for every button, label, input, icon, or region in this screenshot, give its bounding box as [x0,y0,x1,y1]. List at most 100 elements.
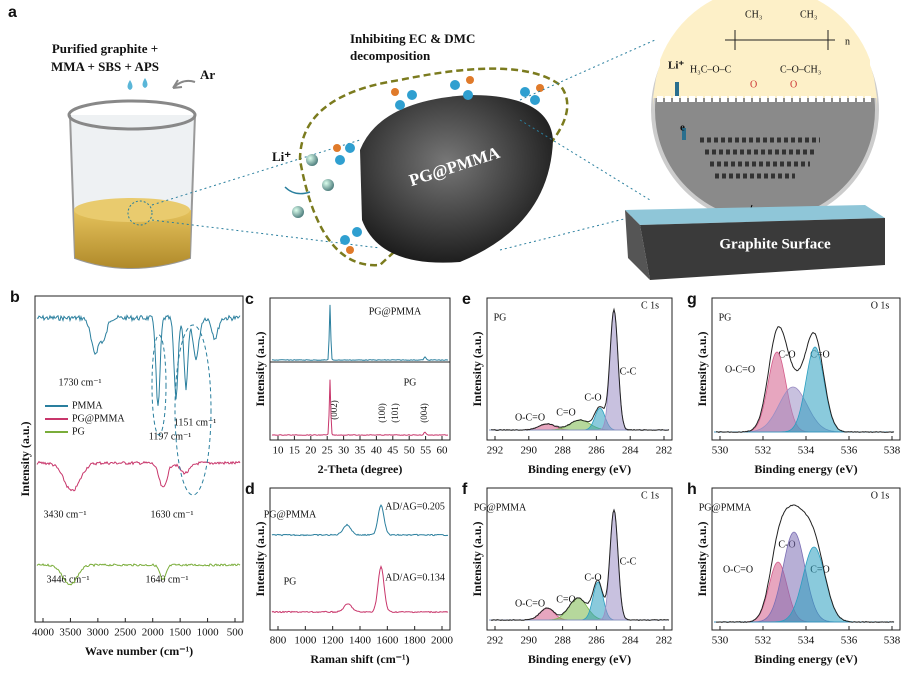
panel-label: g [687,291,697,308]
curve [271,564,449,614]
inhibit-text: Inhibiting EC & DMC [350,31,475,46]
x-tick-label: 1500 [169,627,192,639]
x-tick-label: 1600 [376,635,399,647]
envelope [490,508,670,621]
zoom-lines [499,39,656,251]
x-tick-label: 532 [755,445,772,457]
x-tick-label: 538 [884,635,901,647]
curve [271,504,449,537]
annotation: PG@PMMA [699,502,752,513]
component [714,546,894,623]
x-tick-label: 2000 [431,635,454,647]
x-tick-label: 2000 [142,627,165,639]
formula: H₃C–O–C [690,64,732,75]
annotation: (100) [377,403,387,423]
x-tick-label: 292 [487,445,504,457]
panel-label: f [462,481,468,498]
annotation: PG [404,377,417,388]
x-tick-label: 288 [554,445,571,457]
annotation: C-O [584,392,601,403]
annotation: PG@PMMA [369,306,422,317]
x-tick-label: 35 [355,445,367,457]
formula: CH₃ [745,9,762,20]
axis-label: Intensity (a.u.) [470,521,484,596]
shell [298,67,569,267]
formula: C–O–CH₃ [780,64,821,75]
plot-frame [486,487,673,631]
plot-frame [486,297,673,441]
x-tick-label: 3000 [87,627,110,639]
annotation: 3430 cm⁻¹ [44,509,87,520]
annotation: PG@PMMA [474,502,527,513]
annotation: AD/AG=0.134 [385,572,445,583]
gas-arrow [172,79,196,89]
x-tick-label: 3500 [59,627,82,639]
x-tick-label: 55 [420,445,432,457]
axis-label: Intensity (a.u.) [470,331,484,406]
curve [271,304,449,361]
x-tick-label: 530 [712,445,729,457]
surface-label: Graphite Surface [719,236,831,252]
annotation: C-O [778,539,795,550]
x-tick-label: 284 [622,445,639,457]
annotation: C-C [620,366,637,377]
annotation: C 1s [641,490,659,501]
formula: O [790,79,797,90]
annotation: (004) [419,403,429,423]
x-tick-label: 10 [273,445,285,457]
panel-label: c [245,291,254,308]
x-tick-label: 4000 [32,627,55,639]
formula: Li⁺ [668,60,684,72]
x-tick-label: 50 [404,445,416,457]
legend-label: PMMA [72,400,103,411]
axis-label: Raman shift (cm⁻¹) [310,652,409,666]
annotation: AD/AG=0.205 [385,501,445,512]
annotation: PG@PMMA [264,509,317,520]
curve [36,314,241,406]
legend-label: PG [72,426,85,437]
x-tick-label: 536 [841,445,858,457]
panel-label: h [687,481,697,498]
axis-label: Binding energy (eV) [754,652,857,666]
x-tick-label: 1800 [404,635,427,647]
x-tick-label: 40 [371,445,383,457]
annotation: 1730 cm⁻¹ [59,377,102,388]
formula: n [845,36,850,47]
axis-label: Binding energy (eV) [754,462,857,476]
panel-label: d [245,481,255,498]
reagents: Purified graphite + [52,41,158,56]
x-tick-label: 282 [656,635,673,647]
x-tick-label: 290 [521,635,538,647]
x-tick-label: 534 [798,445,815,457]
gas-label: Ar [200,67,215,82]
envelope [491,307,670,431]
axis-label: Intensity (a.u.) [18,421,32,496]
annotation: PG [719,312,732,323]
annotation: (002) [329,400,339,420]
x-tick-label: 1000 [197,627,220,639]
envelope [716,326,895,433]
droplets [127,78,148,90]
annotation: 3446 cm⁻¹ [47,574,90,585]
axis-label: Intensity (a.u.) [695,331,709,406]
x-tick-label: 15 [289,445,301,457]
x-tick-label: 532 [755,635,772,647]
curve [271,379,448,436]
ion-label: Li⁺ [272,149,291,164]
x-tick-label: 1000 [294,635,317,647]
annotation: C 1s [641,300,659,311]
panel-label: e [462,291,471,308]
inhibit-text: decomposition [350,48,431,63]
x-tick-label: 530 [712,635,729,647]
x-tick-label: 286 [588,635,605,647]
annotation: C-O [778,349,795,360]
x-tick-label: 284 [622,635,639,647]
annotation: C=O [556,407,576,418]
particle [360,95,553,263]
curve [36,460,241,492]
x-tick-label: 536 [841,635,858,647]
annotation: C-C [620,556,637,567]
x-tick-label: 282 [656,445,673,457]
reagents: MMA + SBS + APS [51,59,159,74]
